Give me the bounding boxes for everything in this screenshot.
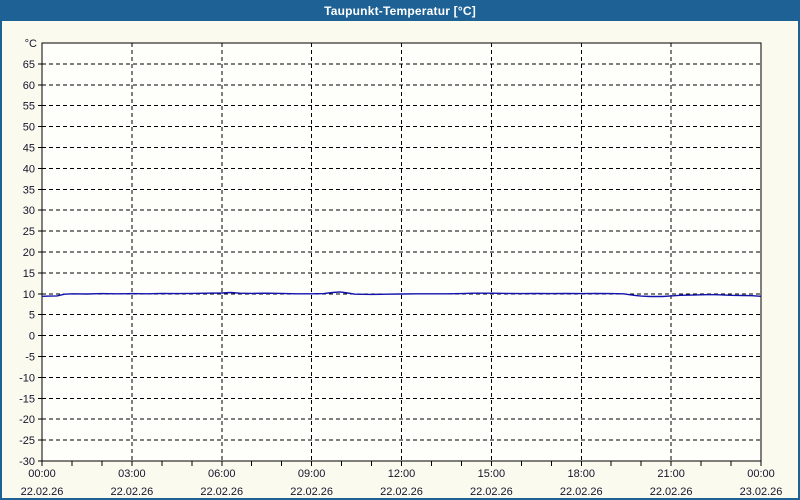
- y-tick-label: -10: [19, 372, 35, 384]
- x-time-label: 15:00: [478, 468, 506, 480]
- window-title: Taupunkt-Temperatur [°C]: [324, 3, 476, 18]
- x-time-label: 03:00: [118, 468, 146, 480]
- x-date-label: 22.02.26: [290, 486, 333, 498]
- y-tick-label: 5: [29, 310, 35, 322]
- y-tick-label: 15: [23, 268, 35, 280]
- x-time-label: 18:00: [567, 468, 595, 480]
- y-tick-label: 25: [23, 226, 35, 238]
- y-tick-label: -25: [19, 435, 35, 447]
- y-tick-label: -5: [25, 352, 35, 364]
- y-tick-label: 40: [23, 163, 35, 175]
- x-date-label: 22.02.26: [110, 486, 153, 498]
- x-time-label: 21:00: [657, 468, 685, 480]
- series-line: [41, 291, 762, 298]
- y-tick-label: 60: [23, 80, 35, 92]
- y-tick-label: 30: [23, 205, 35, 217]
- x-time-label: 00:00: [28, 468, 56, 480]
- y-tick-label: -20: [19, 414, 35, 426]
- window-titlebar: Taupunkt-Temperatur [°C]: [2, 2, 798, 21]
- y-tick-label: 0: [29, 331, 35, 343]
- y-tick-label: -30: [19, 456, 35, 468]
- y-tick-label: 50: [23, 122, 35, 134]
- x-date-label: 22.02.26: [650, 486, 693, 498]
- x-date-label: 22.02.26: [470, 486, 513, 498]
- y-tick-label: 35: [23, 184, 35, 196]
- y-tick-label: 10: [23, 289, 35, 301]
- y-tick-label: 65: [23, 59, 35, 71]
- y-tick-label: 55: [23, 101, 35, 113]
- x-date-label: 23.02.26: [740, 486, 783, 498]
- y-tick-label: -15: [19, 393, 35, 405]
- y-tick-label: 20: [23, 247, 35, 259]
- x-time-label: 06:00: [208, 468, 236, 480]
- chart-area: 65 60 55 50 45 40 35 30 25 20 15 10 5 0 -5 -10 -15 -20 -25…: [2, 21, 798, 498]
- x-date-label: 22.02.26: [200, 486, 243, 498]
- x-time-label: 00:00: [747, 468, 775, 480]
- x-time-label: 09:00: [298, 468, 326, 480]
- y-axis-unit-label: °C: [25, 38, 37, 50]
- temperature-chart: 65605550454035302520151050-5-10-15-20-25…: [19, 38, 783, 498]
- x-date-label: 22.02.26: [21, 486, 64, 498]
- x-date-label: 22.02.26: [560, 486, 603, 498]
- y-tick-label: 45: [23, 143, 35, 155]
- x-date-label: 22.02.26: [380, 486, 423, 498]
- x-time-label: 12:00: [388, 468, 416, 480]
